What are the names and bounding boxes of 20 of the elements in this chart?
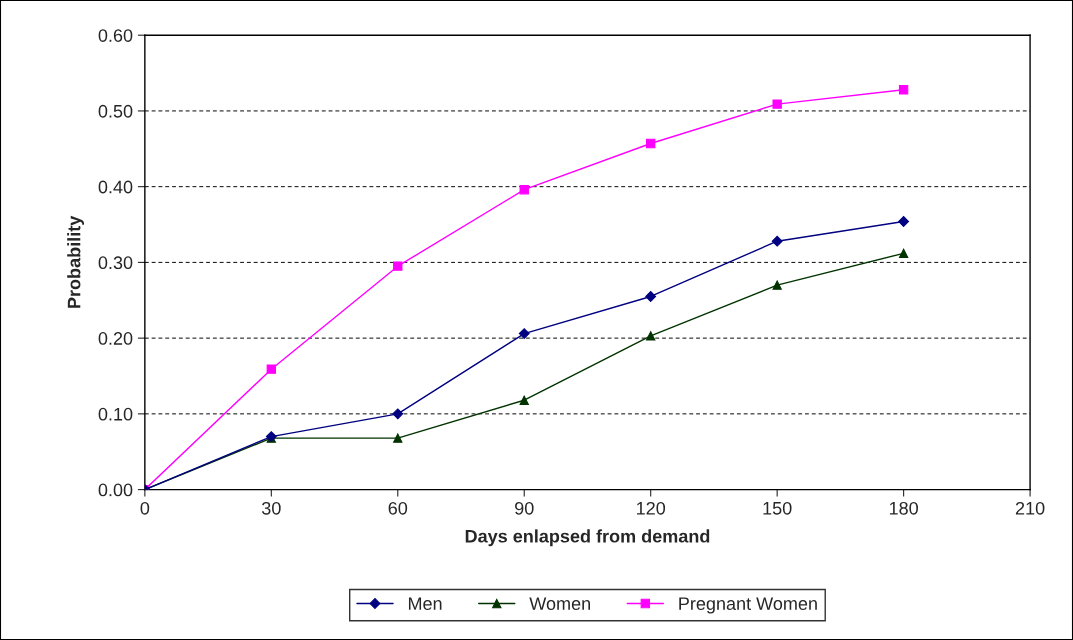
y-tick-label: 0.20 [98,332,133,345]
x-tick-label: 120 [637,501,666,515]
legend-label: Women [529,597,590,610]
y-tick-label: 0.00 [98,483,133,497]
legend-label: Pregnant Women [679,597,817,614]
y-tick-label: 0.40 [98,180,133,194]
y-tick-label: 0.30 [98,256,133,270]
x-tick-label: 60 [388,501,408,515]
legend-label: Men [408,597,442,610]
y-tick-label: 0.10 [98,407,133,421]
x-axis-title: Days enlapsed from demand [465,529,710,547]
x-tick-label: 90 [515,501,534,515]
x-tick-label: 0 [140,501,150,515]
y-tick-label: 0.50 [98,104,133,118]
x-tick-label: 150 [763,501,792,515]
y-tick-label: 0.60 [98,29,133,42]
x-tick-label: 210 [1015,501,1045,515]
y-axis-title: Probability [67,215,85,308]
x-tick-label: 180 [889,501,918,515]
x-tick-label: 30 [261,501,281,515]
